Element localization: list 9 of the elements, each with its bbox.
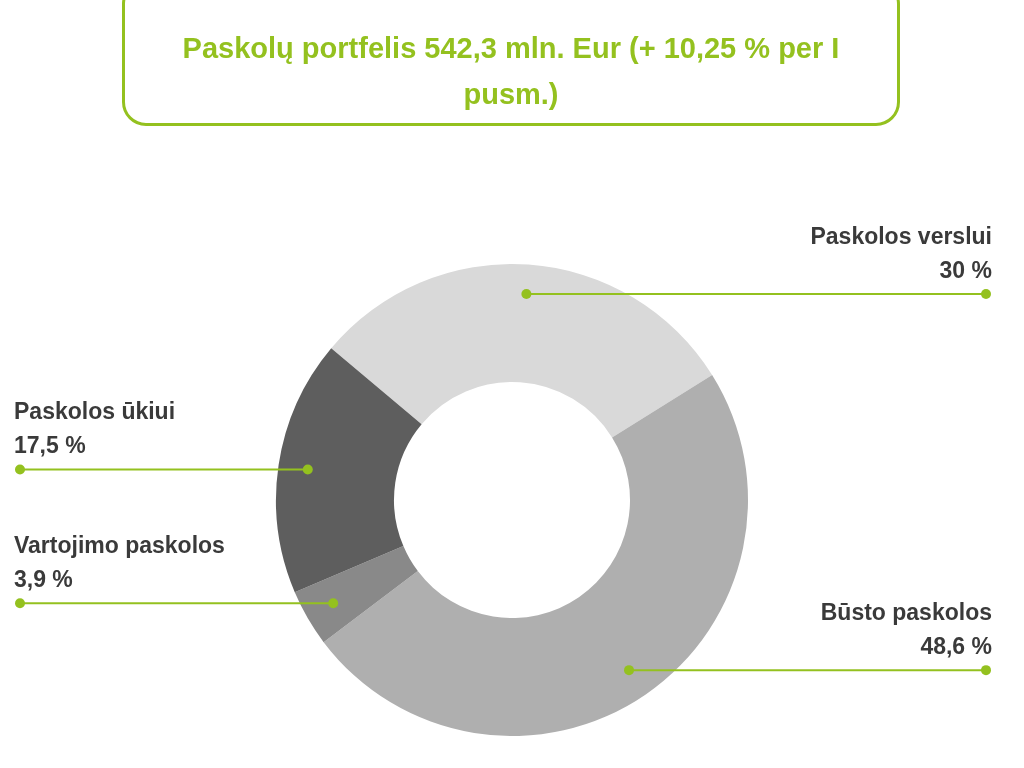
data-label: 48,6 % [920,633,992,660]
chart-title: Paskolų portfelis 542,3 mln. Eur (+ 10,25 % per I pusm.) [122,0,900,126]
slice-label: Vartojimo paskolos [14,532,225,559]
slice-label: Paskolos verslui [810,223,992,249]
slice-label: Būsto paskolos [820,599,992,626]
data-label: 17,5 % [14,432,86,459]
slice-label: Paskolos ūkiui [14,398,176,425]
data-label: 30 % [939,257,992,283]
data-label: 3,9 % [14,566,73,593]
